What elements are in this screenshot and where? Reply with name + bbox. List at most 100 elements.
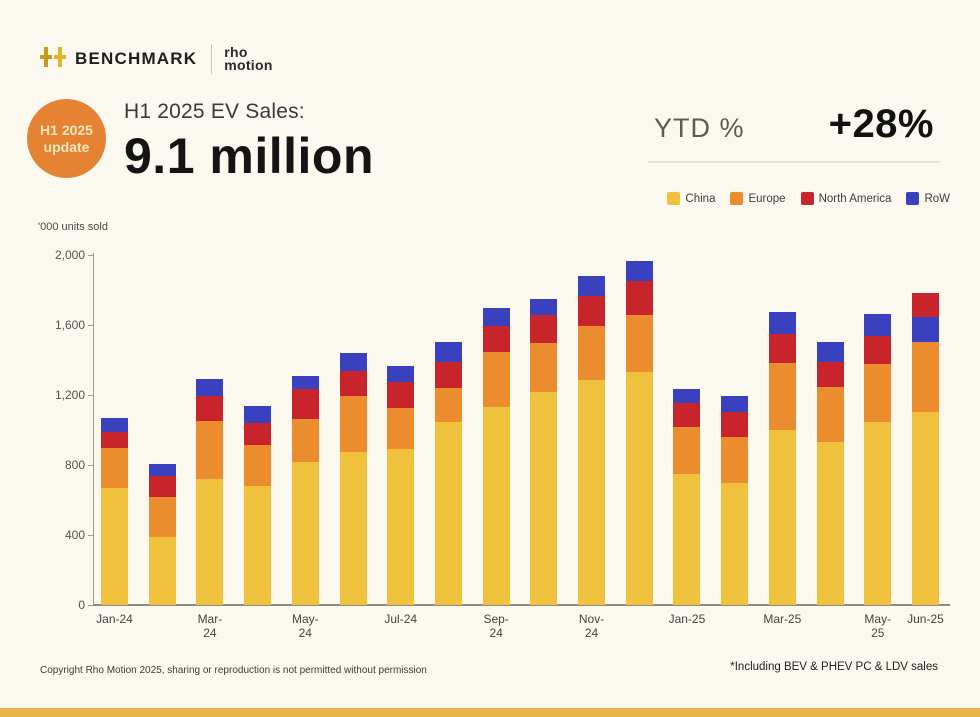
bar-dec-24 (625, 261, 653, 605)
legend-swatch (667, 192, 681, 205)
bar-segment-row (339, 353, 367, 372)
bar-segment-north-america (482, 325, 510, 353)
bar-jun-24 (339, 353, 367, 605)
bar-segment-europe (721, 437, 749, 483)
bar-segment-row (148, 464, 176, 477)
bar-segment-north-america (291, 388, 319, 419)
bar-segment-north-america (768, 333, 796, 363)
bar-segment-china (434, 422, 462, 605)
x-axis-tick-label: Jun-25 (907, 612, 944, 626)
bar-segment-europe (291, 418, 319, 462)
bar-feb-24 (148, 464, 176, 605)
y-axis-tick-label: 1,600 (54, 318, 85, 332)
bar-segment-row (768, 311, 796, 334)
bar-jan-25: Jan-25 (669, 388, 705, 626)
bar-segment-europe (196, 421, 224, 479)
y-axis-tick (88, 464, 93, 466)
x-axis-tick-label: May- 24 (291, 612, 319, 640)
bar-segment-europe (148, 496, 176, 537)
bar-segment-china (387, 449, 415, 605)
bar-segment-china (244, 486, 272, 605)
bar-jun-25: Jun-25 (907, 292, 944, 626)
bar-segment-europe (911, 341, 939, 412)
legend-label: North America (818, 192, 892, 205)
badge-line2: update (43, 138, 90, 155)
bar-segment-row (291, 375, 319, 389)
chart-legend: China Europe North America RoW (667, 192, 950, 205)
bar-segment-north-america (148, 476, 176, 497)
bar-segment-row (101, 417, 128, 432)
bar-segment-row (196, 379, 224, 396)
bar-segment-row (864, 313, 892, 337)
bar-segment-china (816, 442, 844, 605)
bar-segment-europe (530, 343, 558, 393)
bar-segment-row (816, 341, 844, 362)
brand-name: BENCHMARK (75, 49, 198, 68)
ytd-label: YTD % (654, 113, 745, 143)
bar-segment-row (721, 395, 749, 412)
header-logo: BENCHMARK rho motion (40, 44, 273, 74)
legend-swatch (730, 192, 744, 205)
bar-segment-north-america (339, 371, 367, 396)
bar-mar-24: Mar- 24 (196, 379, 224, 640)
bar-segment-europe (673, 427, 701, 474)
x-axis-tick-label: Sep- 24 (483, 612, 509, 640)
bar-segment-china (530, 392, 558, 605)
bar-jan-24: Jan-24 (96, 417, 133, 626)
bar-segment-europe (244, 444, 272, 486)
bar-segment-row (244, 406, 272, 423)
x-axis-tick-label: Jan-25 (668, 612, 706, 626)
legend-item-europe: Europe (730, 192, 786, 205)
bar-segment-china (196, 479, 224, 605)
bar-segment-europe (578, 325, 606, 381)
headline-value: 9.1 million (124, 128, 375, 184)
bar-sep-24: Sep- 24 (482, 307, 510, 640)
bar-segment-row (625, 261, 653, 282)
update-badge: H1 2025 update (27, 99, 106, 178)
logo-divider (211, 44, 213, 74)
legend-label: China (685, 192, 716, 205)
bar-segment-china (721, 482, 749, 605)
legend-swatch (800, 192, 814, 205)
y-axis-tick-label: 800 (64, 458, 85, 472)
y-axis-tick (88, 534, 93, 536)
bar-segment-europe (434, 388, 462, 423)
rho-motion-line2: motion (224, 57, 273, 73)
bar-segment-north-america (673, 402, 701, 428)
bar-segment-china (148, 536, 176, 605)
bar-feb-25 (721, 395, 749, 605)
bar-segment-europe (101, 448, 128, 488)
bar-segment-china (291, 461, 319, 605)
bar-segment-china (864, 422, 892, 605)
bar-segment-north-america (434, 361, 462, 388)
bar-segment-row (911, 317, 939, 342)
bar-segment-china (673, 473, 701, 605)
x-axis-line (93, 604, 950, 606)
bar-segment-north-america (864, 336, 892, 365)
y-axis-tick-label: 400 (64, 528, 85, 542)
ytd-value: +28% (828, 102, 934, 146)
bar-segment-europe (816, 387, 844, 443)
bar-jul-24: Jul-24 (384, 366, 417, 626)
bar-segment-north-america (578, 296, 606, 326)
bar-segment-china (911, 411, 939, 605)
bar-aug-24 (434, 341, 462, 605)
bar-segment-north-america (625, 281, 653, 316)
bar-segment-europe (864, 364, 892, 423)
bar-segment-china (768, 430, 796, 605)
bar-segment-north-america (244, 423, 272, 445)
legend-item-row: RoW (906, 192, 950, 205)
x-axis-tick-label: Mar- 24 (197, 612, 223, 640)
title-block: H1 2025 EV Sales: 9.1 million (124, 100, 374, 185)
footnote-text: *Including BEV & PHEV PC & LDV sales (730, 661, 938, 673)
bar-segment-europe (625, 315, 653, 373)
bar-segment-row (673, 388, 701, 403)
rho-motion-logo: rho motion (224, 45, 273, 73)
legend-swatch (906, 192, 920, 205)
bar-may-24: May- 24 (291, 375, 319, 640)
y-axis-tick (88, 254, 93, 256)
bar-segment-north-america (196, 395, 224, 422)
bar-segment-europe (387, 408, 415, 450)
bar-segment-row (530, 298, 558, 315)
